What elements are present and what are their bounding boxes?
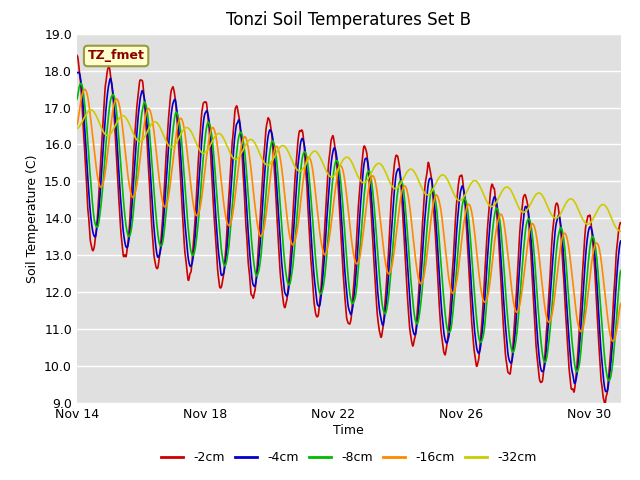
-32cm [617, 228, 625, 234]
-32cm [87, 107, 95, 113]
-4cm [602, 389, 610, 395]
-8cm [209, 146, 217, 152]
-8cm [194, 223, 202, 229]
-4cm [194, 193, 202, 199]
-2cm [617, 220, 625, 226]
-32cm [365, 174, 373, 180]
-32cm [497, 190, 505, 195]
-16cm [609, 338, 617, 344]
-4cm [365, 171, 373, 177]
-16cm [163, 203, 170, 208]
-8cm [163, 206, 170, 212]
-8cm [77, 81, 85, 86]
-4cm [74, 70, 82, 75]
Title: Tonzi Soil Temperatures Set B: Tonzi Soil Temperatures Set B [227, 11, 471, 29]
-16cm [497, 212, 505, 217]
-4cm [163, 174, 170, 180]
-32cm [88, 108, 96, 113]
X-axis label: Time: Time [333, 424, 364, 437]
-2cm [88, 245, 95, 251]
-2cm [73, 52, 81, 58]
-8cm [497, 232, 505, 238]
-2cm [365, 176, 373, 181]
Line: -2cm: -2cm [77, 55, 621, 405]
-8cm [73, 96, 81, 102]
Y-axis label: Soil Temperature (C): Soil Temperature (C) [26, 154, 38, 283]
Text: TZ_fmet: TZ_fmet [88, 49, 145, 62]
-2cm [497, 279, 505, 285]
Line: -32cm: -32cm [77, 110, 621, 231]
-16cm [194, 212, 202, 218]
-32cm [163, 139, 170, 145]
-8cm [365, 168, 373, 174]
-16cm [73, 122, 81, 128]
-2cm [194, 170, 202, 176]
-32cm [73, 126, 81, 132]
-32cm [194, 144, 202, 150]
-32cm [209, 137, 217, 143]
-16cm [365, 182, 373, 188]
-4cm [209, 172, 217, 178]
-2cm [163, 151, 170, 157]
-8cm [605, 378, 612, 384]
-8cm [617, 268, 625, 274]
Line: -16cm: -16cm [77, 89, 621, 341]
Line: -4cm: -4cm [77, 72, 621, 392]
-16cm [209, 125, 217, 131]
-2cm [601, 402, 609, 408]
-4cm [73, 70, 81, 76]
-4cm [617, 238, 625, 244]
-4cm [497, 263, 505, 268]
-16cm [617, 301, 625, 307]
-8cm [88, 196, 96, 202]
Legend: -2cm, -4cm, -8cm, -16cm, -32cm: -2cm, -4cm, -8cm, -16cm, -32cm [156, 446, 541, 469]
-16cm [88, 129, 96, 135]
-16cm [81, 86, 89, 92]
-2cm [209, 192, 217, 198]
Line: -8cm: -8cm [77, 84, 621, 381]
-4cm [88, 225, 96, 231]
